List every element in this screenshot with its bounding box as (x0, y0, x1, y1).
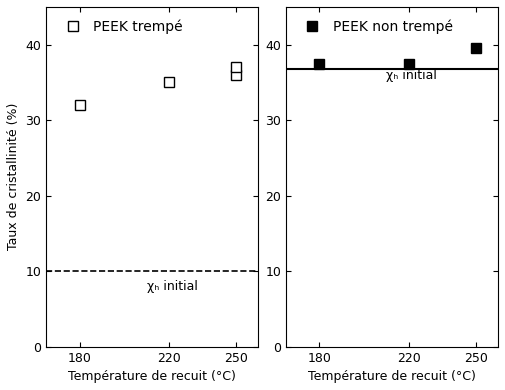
Text: χₕ initial: χₕ initial (146, 280, 197, 293)
Legend: PEEK trempé: PEEK trempé (53, 14, 189, 39)
X-axis label: Température de recuit (°C): Température de recuit (°C) (308, 370, 476, 383)
Y-axis label: Taux de cristallinité (%): Taux de cristallinité (%) (7, 103, 20, 250)
X-axis label: Température de recuit (°C): Température de recuit (°C) (68, 370, 236, 383)
Text: χₕ initial: χₕ initial (386, 69, 437, 82)
Legend: PEEK non trempé: PEEK non trempé (293, 14, 459, 39)
